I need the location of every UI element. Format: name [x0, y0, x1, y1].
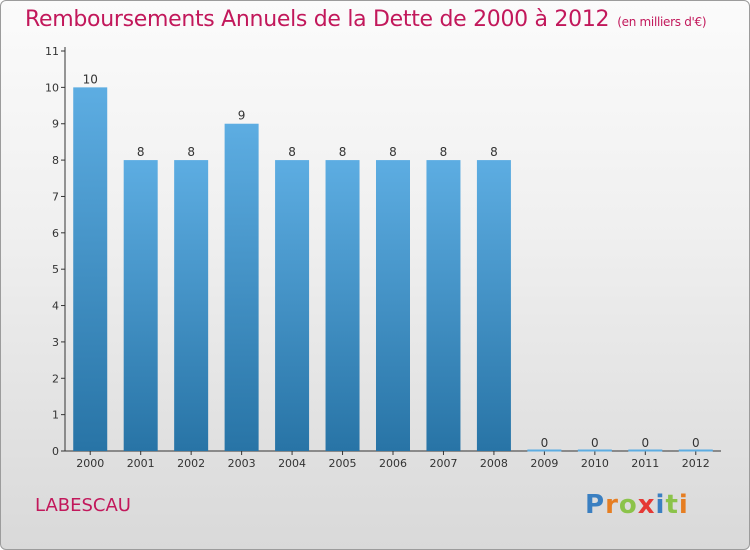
y-tick-label: 0 [52, 445, 59, 458]
y-tick-label: 3 [52, 336, 59, 349]
chart-title: Remboursements Annuels de la Dette de 20… [25, 7, 707, 32]
logo-letter: r [605, 490, 619, 520]
chart-subtitle: (en milliers d'€) [617, 15, 707, 29]
data-label: 8 [490, 145, 498, 159]
y-tick-label: 9 [52, 118, 59, 131]
data-labels: 10 8 8 9 8 8 8 8 8 0 0 0 0 [83, 72, 700, 450]
x-tick-label: 2012 [682, 457, 710, 470]
title-text: Remboursements Annuels de la Dette de 20… [25, 7, 610, 32]
bar-2001 [123, 160, 158, 451]
x-tick-label: 2011 [631, 457, 659, 470]
axes: 0 1 2 3 4 5 6 7 8 9 10 11 2000 2001 2002 2003 2004 2005 20… [45, 45, 721, 470]
data-label: 9 [238, 109, 246, 123]
data-label: 8 [339, 145, 347, 159]
x-tick-label: 2003 [228, 457, 256, 470]
x-tick-label: 2006 [379, 457, 407, 470]
logo-letter: o [618, 490, 638, 520]
data-label: 0 [692, 436, 700, 450]
x-tick-label: 2004 [278, 457, 306, 470]
y-tick-label: 2 [52, 372, 59, 385]
logo-letter: i [655, 490, 666, 520]
data-label: 0 [541, 436, 549, 450]
y-tick-label: 8 [52, 154, 59, 167]
logo-letter: P [585, 490, 606, 520]
bar-2007 [426, 160, 461, 451]
bar-2003 [224, 123, 259, 452]
data-label: 8 [389, 145, 397, 159]
x-tick-label: 2008 [480, 457, 508, 470]
y-tick-label: 6 [52, 227, 59, 240]
y-tick-label: 1 [52, 409, 59, 422]
data-label: 0 [641, 436, 649, 450]
bar-2000 [73, 87, 108, 451]
bars [73, 87, 713, 452]
x-tick-label: 2005 [329, 457, 357, 470]
x-tick-label: 2002 [177, 457, 205, 470]
y-tick-label: 11 [45, 45, 59, 58]
logo-letter: i [678, 490, 689, 520]
proxiti-logo: Proxiti [585, 490, 689, 520]
y-tick-label: 4 [52, 300, 59, 313]
data-label: 8 [137, 145, 145, 159]
logo-letter: x [637, 490, 656, 520]
x-tick-label: 2009 [530, 457, 558, 470]
data-label: 8 [288, 145, 296, 159]
x-tick-label: 2001 [127, 457, 155, 470]
bar-2008 [476, 160, 511, 451]
data-label: 10 [83, 72, 98, 86]
data-label: 0 [591, 436, 599, 450]
bar-2006 [376, 160, 410, 451]
x-tick-label: 2010 [581, 457, 609, 470]
y-tick-label: 5 [52, 263, 59, 276]
x-tick-label: 2000 [76, 457, 104, 470]
x-tick-label: 2007 [429, 457, 457, 470]
bar-2005 [325, 160, 360, 451]
y-tick-label: 7 [52, 190, 59, 203]
bar-2004 [275, 160, 310, 451]
y-tick-label: 10 [45, 81, 59, 94]
data-label: 8 [440, 145, 448, 159]
data-label: 8 [187, 145, 195, 159]
logo-letter: t [665, 490, 679, 520]
commune-name: LABESCAU [35, 495, 131, 516]
bar-2002 [174, 160, 209, 451]
